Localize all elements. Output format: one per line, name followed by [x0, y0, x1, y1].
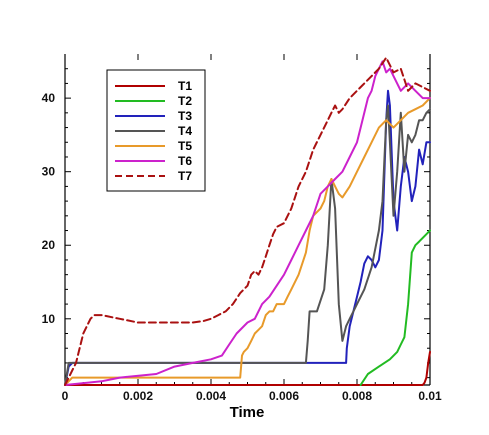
- series-line-t6: [64, 60, 431, 386]
- x-axis-title: Time: [230, 404, 265, 421]
- y-tick-label: 30: [42, 165, 56, 179]
- legend-label-t5: T5: [178, 139, 192, 153]
- x-tick-label: 0.01: [418, 389, 442, 403]
- x-tick-label: 0.004: [196, 389, 226, 403]
- series-line-t3: [64, 89, 431, 386]
- x-tick-label: 0.006: [269, 389, 299, 403]
- series-line-t1: [64, 350, 431, 386]
- legend-label-t2: T2: [178, 94, 192, 108]
- series-line-t2: [359, 229, 431, 386]
- y-tick-label: 20: [42, 238, 56, 252]
- y-tick-label: 40: [42, 91, 56, 105]
- legend-label-t3: T3: [178, 109, 192, 123]
- y-tick-label: 10: [42, 312, 56, 326]
- series-line-t7: [64, 56, 431, 386]
- series-line-t5: [64, 97, 431, 386]
- x-tick-label: 0: [62, 389, 69, 403]
- legend-label-t4: T4: [178, 124, 192, 138]
- series-line-t4: [64, 104, 431, 386]
- series-lines: [64, 56, 431, 386]
- x-tick-label: 0.002: [123, 389, 153, 403]
- legend-label-t6: T6: [178, 154, 192, 168]
- axis-ticks: 0 0.002 0.004 0.006 0.008 0.01 10 20 30 40: [42, 54, 442, 403]
- legend-label-t7: T7: [178, 169, 192, 183]
- legend-label-t1: T1: [178, 79, 192, 93]
- x-tick-label: 0.008: [342, 389, 372, 403]
